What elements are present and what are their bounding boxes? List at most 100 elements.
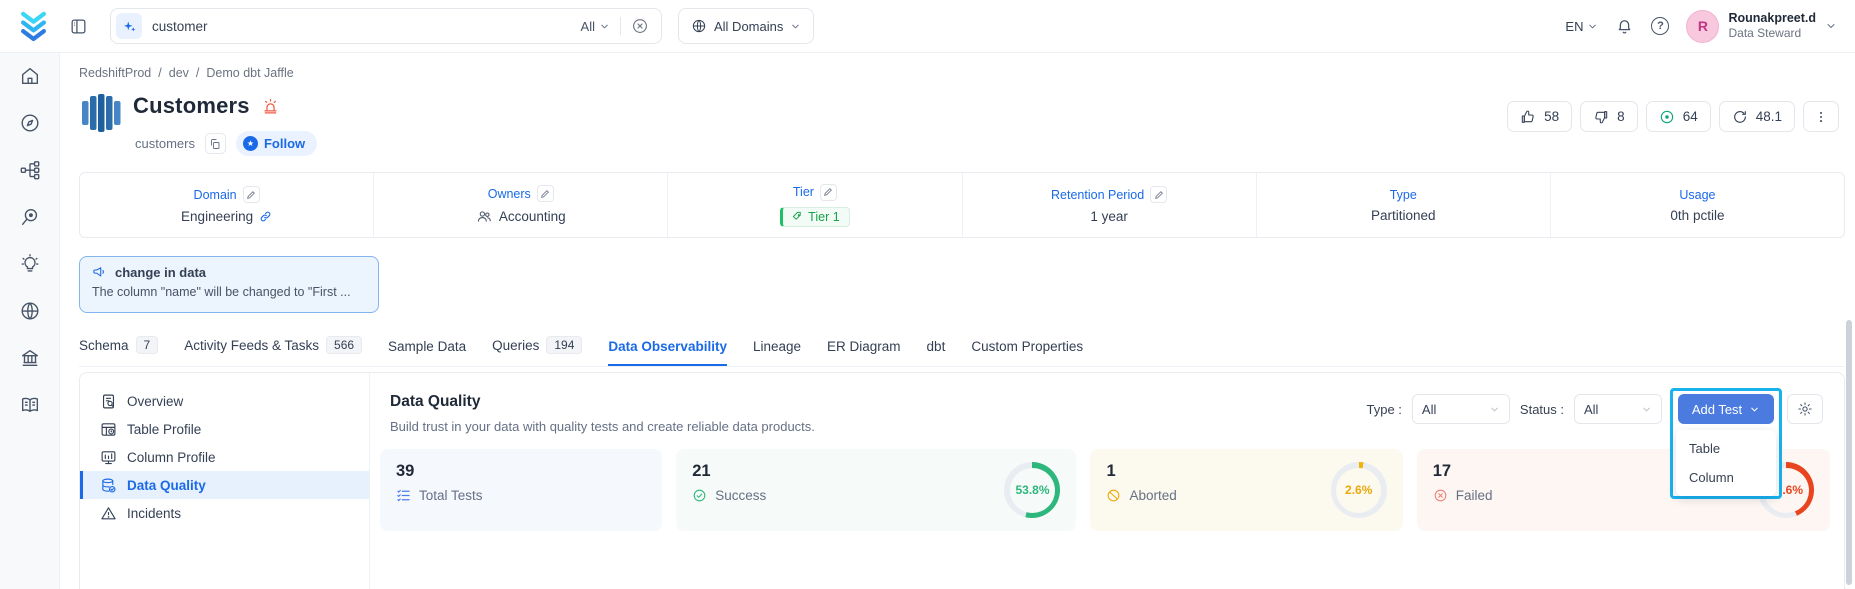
subnav-overview[interactable]: Overview: [80, 387, 369, 415]
search-input[interactable]: [152, 18, 581, 34]
tag-icon: [792, 211, 801, 220]
status-filter-select[interactable]: All: [1574, 394, 1662, 424]
subnav-column-profile[interactable]: Column Profile: [80, 443, 369, 471]
profile-score-button[interactable]: 64: [1645, 101, 1711, 132]
entity-slug: customers: [135, 136, 195, 151]
follow-button[interactable]: ★ Follow: [235, 131, 318, 156]
owners-value[interactable]: Accounting: [498, 209, 566, 224]
global-search-bar[interactable]: All: [110, 8, 662, 44]
tier-badge[interactable]: Tier 1: [780, 206, 850, 227]
tab-custom-properties[interactable]: Custom Properties: [971, 339, 1084, 354]
refresh-icon: [1733, 110, 1746, 123]
success-card[interactable]: 21 Success 53.8%: [676, 449, 1077, 531]
downvote-button[interactable]: 8: [1580, 101, 1638, 132]
aborted-label: Aborted: [1129, 488, 1177, 503]
failed-x-icon: [1434, 489, 1447, 502]
settings-gear-button[interactable]: [1787, 394, 1823, 424]
hierarchy-icon[interactable]: [19, 159, 41, 181]
quality-summary-cards: 39 Total Tests 21 Success 53.8% 1: [380, 449, 1830, 531]
tab-dbt[interactable]: dbt: [926, 339, 946, 354]
info-owners: Owners Accounting: [374, 173, 669, 237]
user-name: Rounakpreet.d: [1728, 11, 1816, 25]
info-tier: Tier Tier 1: [668, 173, 963, 237]
user-role: Data Steward: [1728, 26, 1802, 40]
menu-item-table[interactable]: Table: [1689, 441, 1721, 456]
domain-value[interactable]: Engineering: [181, 209, 254, 224]
success-pct: 53.8%: [1015, 483, 1050, 497]
incidents-icon: [101, 506, 116, 519]
insights-icon[interactable]: [19, 253, 41, 275]
subnav-incidents[interactable]: Incidents: [80, 499, 369, 527]
aborted-ban-icon: [1108, 489, 1120, 502]
add-test-button[interactable]: Add Test: [1678, 394, 1774, 424]
domains-icon[interactable]: [19, 300, 41, 322]
usage-value: 0th pctile: [1670, 207, 1725, 223]
app-logo-icon[interactable]: [18, 8, 49, 44]
observability-icon[interactable]: [19, 206, 41, 228]
edit-tier-icon[interactable]: [819, 183, 837, 201]
total-tests-label: Total Tests: [419, 488, 483, 503]
search-scope-select[interactable]: All: [581, 19, 610, 34]
tab-er-diagram[interactable]: ER Diagram: [827, 339, 901, 354]
ai-sparkle-icon[interactable]: [116, 13, 142, 39]
breadcrumb-service[interactable]: RedshiftProd: [79, 66, 152, 80]
subnav-table-profile[interactable]: Table Profile: [80, 415, 369, 443]
search-divider: [620, 17, 621, 35]
govern-icon[interactable]: [19, 347, 41, 369]
total-tests-card[interactable]: 39 Total Tests: [380, 449, 663, 531]
aborted-donut: 2.6%: [1330, 462, 1387, 518]
tab-queries[interactable]: Queries 194: [492, 336, 583, 366]
menu-item-column[interactable]: Column: [1689, 470, 1734, 485]
all-domains-button[interactable]: All Domains: [678, 8, 815, 44]
sidebar-toggle-icon[interactable]: [69, 17, 88, 36]
checklist-icon: [397, 489, 410, 502]
more-options-button[interactable]: [1803, 101, 1839, 132]
subnav-data-quality[interactable]: Data Quality: [80, 471, 369, 499]
explore-icon[interactable]: [19, 112, 41, 134]
usage-label: Usage: [1679, 187, 1716, 202]
entity-tabs: Schema 7 Activity Feeds & Tasks 566 Sample…: [79, 336, 1845, 367]
owners-label: Owners: [487, 186, 531, 201]
announcement-card[interactable]: change in data The column "name" will be…: [79, 256, 379, 313]
quality-filters: Type : All Status : All: [1366, 394, 1662, 424]
breadcrumb-database[interactable]: dev: [168, 66, 189, 80]
tab-sample-data[interactable]: Sample Data: [388, 339, 467, 354]
type-filter-label: Type :: [1366, 401, 1402, 417]
breadcrumb-separator: /: [195, 66, 200, 80]
panel-subtitle: Build trust in your data with quality te…: [390, 419, 815, 434]
clear-search-icon[interactable]: [631, 17, 649, 35]
tab-activity-feeds[interactable]: Activity Feeds & Tasks 566: [184, 336, 363, 366]
edit-domain-icon[interactable]: [242, 186, 260, 203]
success-label: Success: [715, 488, 767, 503]
type-filter-select[interactable]: All: [1411, 394, 1510, 424]
tab-data-observability[interactable]: Data Observability: [608, 339, 727, 366]
language-select[interactable]: EN: [1565, 19, 1598, 34]
announcement-siren-icon[interactable]: [261, 97, 280, 116]
breadcrumb-schema[interactable]: Demo dbt Jaffle: [206, 66, 294, 80]
top-bar: All All Domains EN ? R Rounakpreet.d Dat…: [0, 0, 1855, 53]
language-value: EN: [1565, 18, 1584, 34]
kebab-menu-icon: [1819, 111, 1823, 122]
edit-retention-icon[interactable]: [1150, 186, 1168, 203]
page-title: Customers: [133, 93, 250, 118]
home-icon[interactable]: [19, 65, 41, 87]
info-usage: Usage 0th pctile: [1551, 173, 1844, 237]
info-retention: Retention Period 1 year: [963, 173, 1257, 237]
tab-schema[interactable]: Schema 7: [79, 336, 159, 366]
help-icon[interactable]: ?: [1651, 17, 1670, 35]
tab-lineage[interactable]: Lineage: [752, 339, 802, 354]
status-filter-label: Status :: [1519, 401, 1564, 417]
notifications-bell-icon[interactable]: [1615, 17, 1634, 36]
copy-icon[interactable]: [204, 133, 226, 154]
success-donut: 53.8%: [1004, 462, 1061, 518]
tab-count: 194: [546, 336, 583, 354]
upvote-button[interactable]: 58: [1507, 101, 1573, 132]
freshness-button[interactable]: 48.1: [1718, 101, 1795, 132]
edit-owners-icon[interactable]: [536, 185, 554, 202]
user-menu[interactable]: R Rounakpreet.d Data Steward: [1686, 9, 1837, 43]
aborted-card[interactable]: 1 Aborted 2.6%: [1090, 449, 1403, 531]
vertical-scrollbar[interactable]: [1846, 320, 1852, 585]
star-icon: ★: [242, 136, 258, 151]
avatar[interactable]: R: [1686, 9, 1720, 43]
glossary-icon[interactable]: [19, 394, 41, 416]
